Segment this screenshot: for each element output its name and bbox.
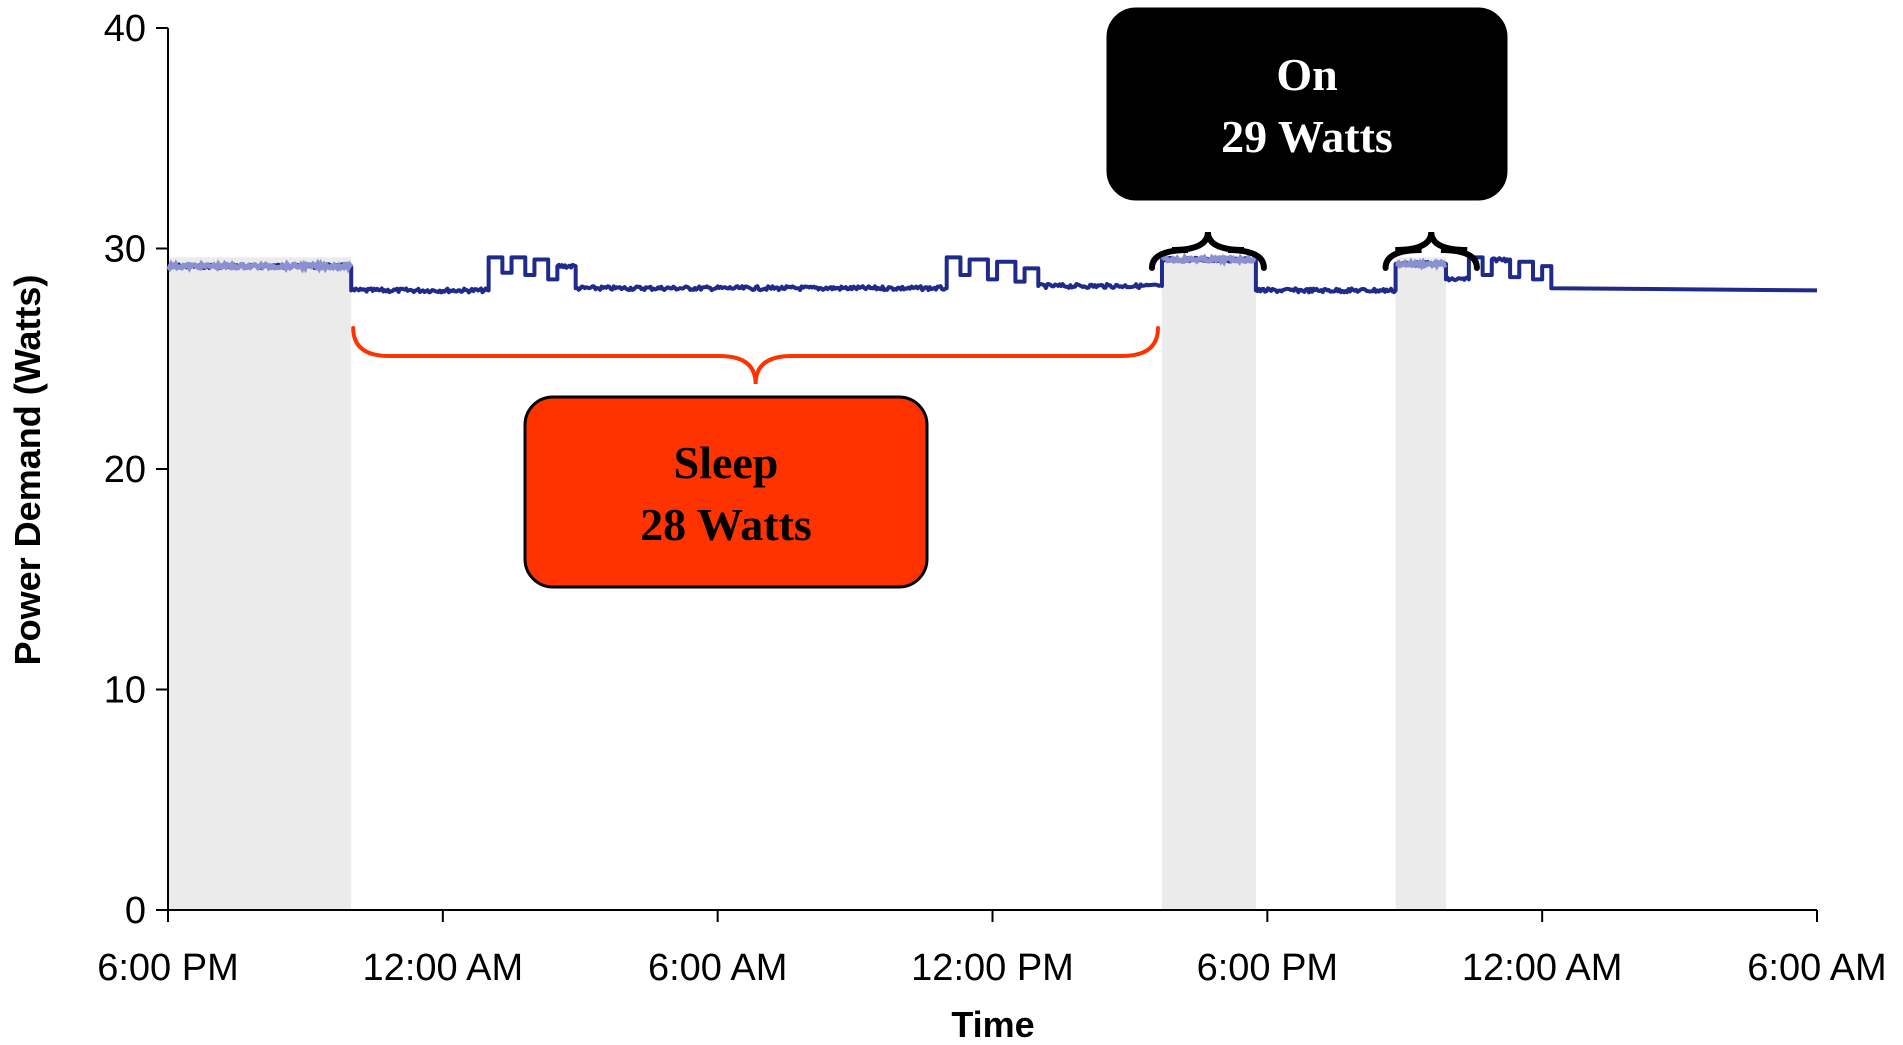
annotations xyxy=(351,231,1480,385)
sleep-callout-box xyxy=(523,395,929,589)
sleep-callout-line1: Sleep xyxy=(674,437,779,488)
on-period-shade-2 xyxy=(1395,257,1446,910)
power-line xyxy=(167,255,1818,295)
x-tick-label-2: 6:00 AM xyxy=(648,947,787,989)
on-period-shades xyxy=(168,257,1446,910)
x-tick-label-3: 12:00 PM xyxy=(911,947,1074,989)
y-tick-label-20: 20 xyxy=(104,449,146,491)
y-tick-label-30: 30 xyxy=(104,229,146,271)
on-segment-2 xyxy=(1395,257,1448,271)
x-tick-label-5: 12:00 AM xyxy=(1462,947,1623,989)
x-axis-ticks: 6:00 PM 12:00 AM 6:00 AM 12:00 PM 6:00 PM 12:… xyxy=(97,910,1887,989)
on-callout-line2: 29 Watts xyxy=(1221,111,1393,162)
y-tick-label-0: 0 xyxy=(125,890,146,932)
x-tick-label-1: 12:00 AM xyxy=(363,947,524,989)
on-segment-1 xyxy=(1160,252,1257,267)
sleep-brace xyxy=(351,326,1160,385)
on-callout-box xyxy=(1106,7,1508,201)
on-period-shade-1 xyxy=(1161,257,1256,910)
y-tick-label-10: 10 xyxy=(104,670,146,712)
on-callout: On 29 Watts xyxy=(1106,7,1508,201)
sleep-callout: Sleep 28 Watts xyxy=(523,395,929,589)
x-tick-label-6: 6:00 AM xyxy=(1747,947,1886,989)
y-axis-ticks: 0 10 20 30 40 xyxy=(104,8,168,932)
on-callout-line1: On xyxy=(1276,49,1337,100)
sleep-callout-line2: 28 Watts xyxy=(640,499,812,550)
on-brace-1 xyxy=(1382,231,1480,271)
x-tick-label-0: 6:00 PM xyxy=(97,947,239,989)
y-tick-label-40: 40 xyxy=(104,8,146,50)
axes xyxy=(167,28,1817,911)
y-axis-title: Power Demand (Watts) xyxy=(7,275,48,666)
series-lines xyxy=(166,252,1818,295)
on-segment-0 xyxy=(166,258,354,274)
x-tick-label-4: 6:00 PM xyxy=(1197,947,1339,989)
on-period-shade-0 xyxy=(168,257,352,910)
x-axis-title: Time xyxy=(951,1004,1034,1045)
on-brace-0 xyxy=(1148,231,1267,271)
